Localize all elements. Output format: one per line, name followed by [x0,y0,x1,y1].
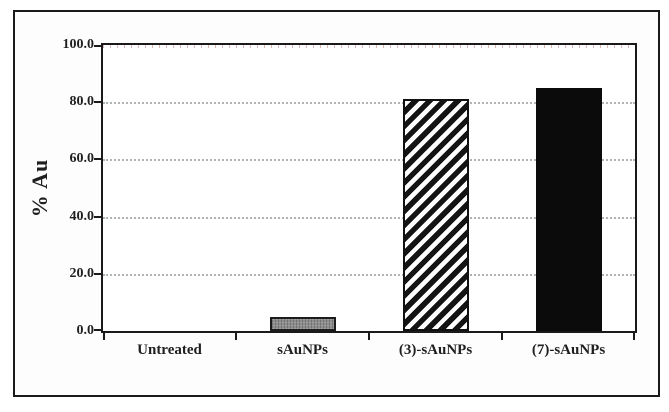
bar-sAuNPs [269,317,336,331]
y-tick-40 [94,215,102,218]
bar-(7)-sAuNPs [535,88,602,331]
x-category-label-Untreated: Untreated [137,342,202,358]
y-tick-20 [94,272,102,275]
y-tick-label-0: 0.0 [76,323,95,338]
x-tick-1 [235,333,237,340]
y-tick-label-100: 100.0 [62,37,95,52]
y-tick-80 [94,101,102,104]
y-tick-label-80: 80.0 [69,94,95,110]
x-tick-2 [368,333,370,340]
y-tick-label-60: 60.0 [69,151,95,167]
y-tick-label-40: 40.0 [69,208,95,224]
gridline-60 [103,159,635,162]
gridline-80 [103,102,635,105]
bar-(3)-sAuNPs [402,99,469,331]
y-tick-60 [94,158,102,161]
x-tick-0 [103,333,105,340]
y-tick-label-20: 20.0 [69,265,95,281]
x-tick-4 [633,333,635,340]
x-tick-3 [501,333,503,340]
y-tick-100 [94,45,102,47]
top-axis-minor-ticks [103,45,635,48]
gridline-40 [103,216,635,219]
x-category-label-sAuNPs: sAuNPs [277,342,328,358]
x-category-label-(7)-sAuNPs: (7)-sAuNPs [531,342,606,358]
plot-area [94,43,637,340]
y-tick-0 [94,329,102,331]
gridline-20 [103,273,635,276]
x-category-label-(3)-sAuNPs: (3)-sAuNPs [398,342,473,358]
